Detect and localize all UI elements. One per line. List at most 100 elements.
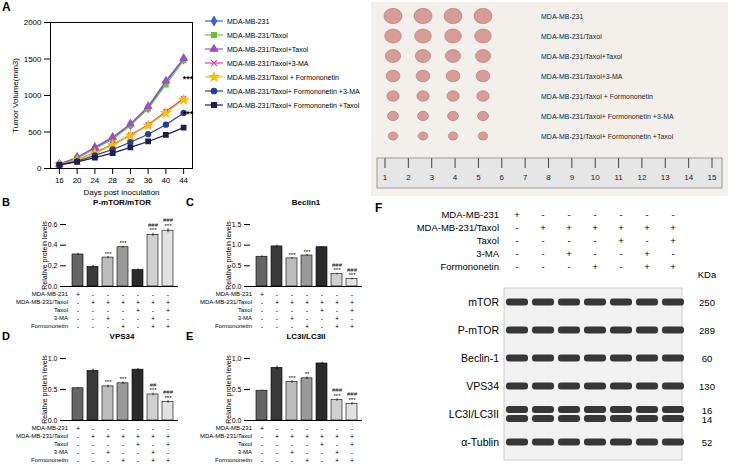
svg-text:20: 20 xyxy=(73,176,82,185)
svg-text:***: *** xyxy=(183,74,194,84)
svg-text:0.5: 0.5 xyxy=(232,262,242,269)
svg-text:-: - xyxy=(261,441,264,448)
svg-text:+: + xyxy=(350,299,354,306)
svg-text:***: *** xyxy=(119,376,127,382)
svg-text:-: - xyxy=(152,291,155,298)
svg-text:44: 44 xyxy=(179,176,188,185)
svg-text:40: 40 xyxy=(161,176,170,185)
svg-text:9: 9 xyxy=(570,173,575,182)
svg-text:-: - xyxy=(167,449,170,456)
svg-text:+: + xyxy=(540,222,546,233)
svg-text:+: + xyxy=(121,433,125,440)
svg-text:11: 11 xyxy=(614,173,623,182)
svg-text:MDA-MB-231/Taxol: MDA-MB-231/Taxol xyxy=(417,222,499,233)
svg-text:6: 6 xyxy=(500,173,505,182)
svg-text:-: - xyxy=(261,315,264,322)
svg-text:+: + xyxy=(335,299,339,306)
svg-text:12: 12 xyxy=(637,173,646,182)
svg-text:+: + xyxy=(335,323,339,330)
svg-text:-: - xyxy=(77,457,80,464)
svg-text:MDA-MB-231: MDA-MB-231 xyxy=(32,425,69,431)
svg-text:-: - xyxy=(152,441,155,448)
svg-text:8: 8 xyxy=(546,173,551,182)
svg-text:+: + xyxy=(305,299,309,306)
svg-text:+: + xyxy=(136,307,140,314)
svg-text:3: 3 xyxy=(429,173,434,182)
svg-text:###***: ###*** xyxy=(148,222,159,233)
svg-text:-: - xyxy=(291,323,294,330)
svg-text:***: *** xyxy=(288,252,296,258)
svg-text:-: - xyxy=(276,441,279,448)
svg-text:Formononetin: Formononetin xyxy=(215,323,252,329)
svg-text:-: - xyxy=(619,261,622,272)
svg-text:MDA-MB-231/Taxol+3-MA: MDA-MB-231/Taxol+3-MA xyxy=(541,73,623,80)
svg-text:+: + xyxy=(514,209,520,220)
svg-text:-: - xyxy=(351,315,354,322)
svg-text:-: - xyxy=(122,315,125,322)
svg-text:-: - xyxy=(321,425,324,432)
svg-text:1500: 1500 xyxy=(24,55,42,64)
svg-text:14: 14 xyxy=(684,173,693,182)
svg-text:###***: ###*** xyxy=(347,391,358,402)
svg-text:-: - xyxy=(92,441,95,448)
svg-text:-: - xyxy=(77,307,80,314)
svg-text:MDA-MB-231/Taxol: MDA-MB-231/Taxol xyxy=(16,433,68,439)
svg-text:+: + xyxy=(350,323,354,330)
svg-text:-: - xyxy=(276,425,279,432)
svg-text:-: - xyxy=(261,323,264,330)
svg-text:+: + xyxy=(166,441,170,448)
svg-text:Relative protein levels: Relative protein levels xyxy=(41,355,49,424)
svg-text:+: + xyxy=(151,315,155,322)
svg-text:-: - xyxy=(122,449,125,456)
svg-text:14: 14 xyxy=(702,414,713,425)
svg-text:1000: 1000 xyxy=(24,91,42,100)
svg-text:+: + xyxy=(106,299,110,306)
svg-text:1: 1 xyxy=(383,173,388,182)
svg-text:+: + xyxy=(136,299,140,306)
svg-text:MDA-MB-231/Taxol: MDA-MB-231/Taxol xyxy=(200,433,252,439)
svg-text:-: - xyxy=(122,291,125,298)
svg-text:-: - xyxy=(671,248,674,259)
svg-text:-: - xyxy=(152,425,155,432)
svg-text:MDA-MB-231: MDA-MB-231 xyxy=(441,209,499,220)
svg-text:-: - xyxy=(276,449,279,456)
svg-text:-: - xyxy=(306,441,309,448)
svg-text:-: - xyxy=(92,457,95,464)
svg-text:-: - xyxy=(77,433,80,440)
svg-text:-: - xyxy=(336,291,339,298)
svg-text:-: - xyxy=(291,425,294,432)
svg-text:0.5: 0.5 xyxy=(48,386,58,393)
svg-text:###***: ###*** xyxy=(347,267,358,278)
svg-text:+: + xyxy=(335,433,339,440)
svg-text:Formononetin: Formononetin xyxy=(31,457,68,463)
svg-text:+: + xyxy=(91,433,95,440)
svg-text:1.5: 1.5 xyxy=(232,221,242,228)
svg-text:+: + xyxy=(305,457,309,464)
svg-text:+: + xyxy=(290,449,294,456)
svg-text:+: + xyxy=(91,299,95,306)
svg-text:-: - xyxy=(306,307,309,314)
svg-text:10: 10 xyxy=(591,173,600,182)
svg-text:***: *** xyxy=(104,251,112,257)
svg-text:MDA-MB-231/Taxol: MDA-MB-231/Taxol xyxy=(16,299,68,305)
svg-text:0.0: 0.0 xyxy=(48,417,58,424)
svg-text:-: - xyxy=(291,291,294,298)
svg-text:5: 5 xyxy=(476,173,481,182)
svg-text:-: - xyxy=(515,261,518,272)
svg-text:+: + xyxy=(670,235,676,246)
svg-text:MDA-MB-231/Taxol: MDA-MB-231/Taxol xyxy=(200,299,252,305)
svg-text:-: - xyxy=(515,222,518,233)
svg-text:-: - xyxy=(567,235,570,246)
svg-text:500: 500 xyxy=(28,128,42,137)
svg-text:+: + xyxy=(644,222,650,233)
svg-text:15: 15 xyxy=(708,173,717,182)
svg-text:Tumor Volume(mm3): Tumor Volume(mm3) xyxy=(11,58,20,133)
svg-text:-: - xyxy=(261,299,264,306)
svg-text:+: + xyxy=(592,261,598,272)
svg-text:-: - xyxy=(321,291,324,298)
svg-text:1.0: 1.0 xyxy=(232,241,242,248)
svg-text:Relative protein levels: Relative protein levels xyxy=(225,221,233,290)
svg-text:0: 0 xyxy=(37,164,42,173)
svg-text:-: - xyxy=(107,441,110,448)
svg-text:-: - xyxy=(336,307,339,314)
